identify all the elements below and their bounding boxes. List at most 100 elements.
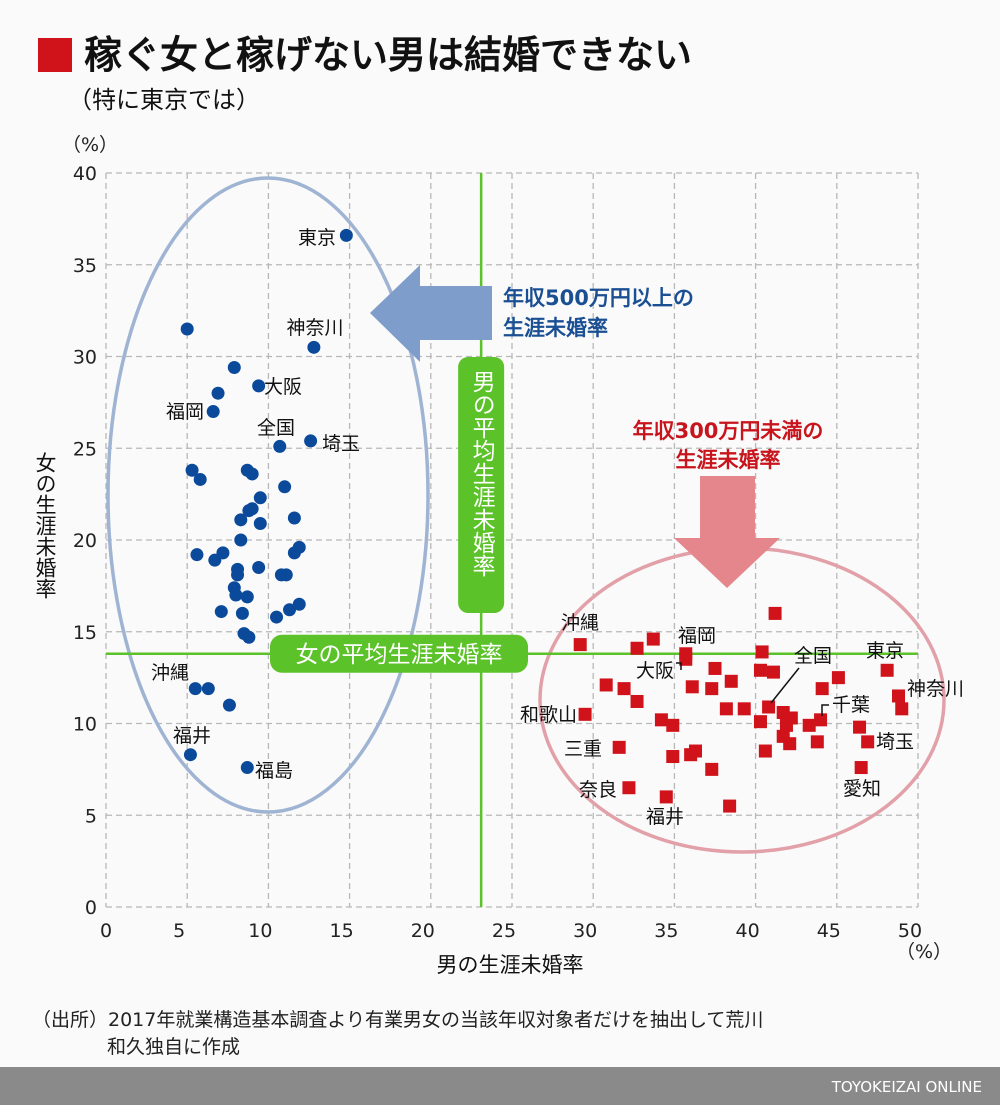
point-high-income: [252, 379, 266, 393]
point-high-income: [292, 597, 306, 611]
point-high-income: [252, 561, 266, 575]
female-average-label-box: [270, 634, 528, 673]
point-label: 埼玉: [876, 731, 914, 753]
y-tick-label: 25: [73, 438, 97, 460]
source-line-2: 和久独自に作成: [107, 1036, 240, 1058]
point-high-income: [307, 340, 321, 354]
point-label: 神奈川: [907, 678, 964, 700]
x-tick-label: 0: [100, 920, 112, 942]
point-label: 和歌山: [520, 704, 577, 726]
point-label: 全国: [257, 417, 295, 439]
point-high-income: [227, 361, 241, 375]
point-low-income: [578, 707, 592, 721]
y-tick-label: 20: [73, 530, 97, 552]
point-low-income: [705, 762, 719, 776]
point-low-income: [737, 702, 751, 716]
point-low-income: [724, 674, 738, 688]
y-tick-label: 5: [85, 805, 97, 827]
point-low-income: [573, 638, 587, 652]
high-income-ellipse: [106, 176, 430, 814]
point-label: 全国: [794, 645, 832, 667]
point-low-income: [753, 663, 767, 677]
point-low-income: [814, 713, 828, 727]
point-label: 福島: [255, 760, 293, 782]
point-high-income: [245, 467, 259, 481]
chart-subtitle: （特に東京では）: [68, 86, 260, 114]
point-high-income: [287, 546, 301, 560]
point-label: 東京: [866, 640, 904, 662]
point-low-income: [599, 678, 613, 692]
point-low-income: [679, 652, 693, 666]
footer-bar: [0, 1067, 1000, 1105]
point-high-income: [188, 682, 202, 696]
point-label: 奈良: [579, 779, 617, 801]
point-low-income: [630, 694, 644, 708]
point-label: 福井: [173, 725, 211, 747]
point-low-income: [802, 718, 816, 732]
point-high-income: [278, 480, 292, 494]
point-high-income: [279, 568, 293, 582]
point-low-income: [853, 720, 867, 734]
point-low-income: [630, 641, 644, 655]
point-label: 大阪: [636, 660, 674, 682]
point-low-income: [892, 689, 906, 703]
y-tick-label: 35: [73, 255, 97, 277]
point-low-income: [617, 682, 631, 696]
point-high-income: [242, 630, 256, 644]
point-label: 福井: [646, 806, 684, 828]
point-low-income: [705, 682, 719, 696]
point-high-income: [240, 761, 254, 775]
point-low-income: [622, 781, 636, 795]
point-low-income: [895, 702, 909, 716]
point-label: 埼玉: [322, 433, 360, 455]
point-high-income: [180, 322, 194, 336]
point-low-income: [815, 682, 829, 696]
footer-brand: TOYOKEIZAI ONLINE: [831, 1078, 982, 1096]
point-high-income: [245, 502, 259, 516]
point-label: 沖縄: [151, 662, 189, 684]
point-low-income: [654, 713, 668, 727]
y-axis-label: 女の生涯未婚率: [33, 452, 57, 599]
data-points: [180, 228, 909, 813]
point-low-income: [666, 750, 680, 764]
point-high-income: [229, 588, 243, 602]
x-tick-label: 15: [330, 920, 354, 942]
y-unit: （%）: [62, 134, 118, 156]
x-tick-label: 45: [817, 920, 841, 942]
point-high-income: [216, 546, 230, 560]
male-average-label: 男の平均生涯未婚率: [468, 370, 496, 577]
point-low-income: [612, 740, 626, 754]
point-high-income: [222, 698, 236, 712]
y-tick-label: 0: [85, 897, 97, 919]
point-label: 千葉: [832, 694, 870, 716]
x-unit: （%）: [896, 941, 952, 963]
y-tick-label: 30: [73, 347, 97, 369]
point-label: 東京: [298, 227, 336, 249]
female-average-label: 女の平均生涯未婚率: [296, 642, 503, 668]
y-tick-label: 15: [73, 622, 97, 644]
point-labels: 東京神奈川大阪福岡全国埼玉沖縄福井福島沖縄福岡大阪東京神奈川和歌山全国千葉埼玉三…: [151, 227, 964, 828]
point-high-income: [240, 590, 254, 604]
point-label: 神奈川: [286, 317, 343, 339]
point-low-income: [755, 645, 769, 659]
osaka-leader-line: [676, 662, 682, 670]
point-low-income: [831, 671, 845, 685]
point-high-income: [287, 511, 301, 525]
red-annotation-line2: 生涯未婚率: [676, 448, 781, 472]
x-tick-label: 40: [736, 920, 760, 942]
blue-annotation-line1: 年収500万円以上の: [503, 286, 694, 310]
point-low-income: [861, 735, 875, 749]
point-low-income: [723, 799, 737, 813]
point-low-income: [880, 663, 894, 677]
point-high-income: [211, 386, 225, 400]
red-annotation-line1: 年収300万円未満の: [633, 419, 824, 443]
left-arrow-icon: [370, 265, 492, 362]
point-high-income: [253, 491, 267, 505]
source-line-1: （出所）2017年就業構造基本調査より有業男女の当該年収対象者だけを抽出して荒川: [32, 1009, 763, 1031]
point-high-income: [201, 682, 215, 696]
point-high-income: [339, 228, 353, 242]
x-tick-label: 50: [898, 920, 922, 942]
point-low-income: [659, 790, 673, 804]
